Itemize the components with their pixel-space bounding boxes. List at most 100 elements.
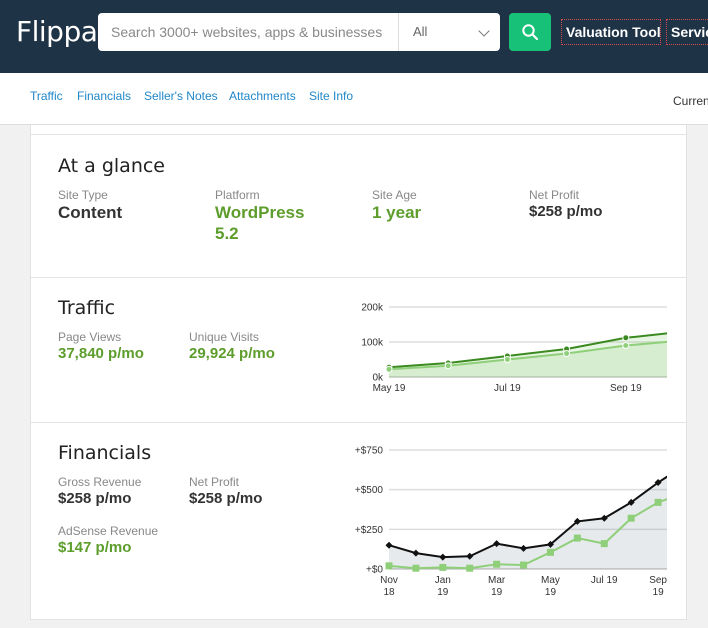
listing-subnav: Traffic Financials Seller's Notes Attach… (0, 73, 708, 125)
page-views-value: 37,840 p/mo (58, 345, 144, 362)
platform-version: 5.2 (215, 224, 239, 243)
y-tick-label: 100k (361, 338, 384, 349)
x-tick-label: 19 (545, 587, 557, 598)
subnav-financials[interactable]: Financials (77, 89, 132, 103)
search-bar: All (98, 13, 500, 51)
data-point (385, 562, 393, 570)
x-tick-label: May 19 (373, 383, 406, 394)
series-line (388, 498, 667, 570)
x-tick-label: May (541, 575, 560, 586)
data-point (600, 540, 608, 548)
site-age-label: Site Age (372, 188, 417, 202)
x-tick-label: Mar (488, 575, 506, 586)
search-icon (522, 24, 539, 41)
data-point (503, 356, 511, 363)
data-point (439, 553, 447, 561)
y-tick-label: 0k (372, 373, 384, 384)
series-area (389, 333, 667, 377)
category-select[interactable]: All (398, 13, 500, 51)
x-tick-label: Jan (435, 575, 451, 586)
x-tick-label: Sep (649, 575, 667, 586)
x-tick-label: 19 (491, 587, 503, 598)
traffic-section: Traffic Page Views 37,840 p/mo Unique Vi… (31, 278, 686, 423)
data-point (466, 552, 474, 560)
data-point (654, 498, 662, 506)
search-input[interactable] (98, 13, 398, 51)
page-views-label: Page Views (58, 330, 122, 344)
y-tick-label: +$750 (355, 446, 384, 457)
subnav-site-info[interactable]: Site Info (309, 89, 354, 103)
data-point (466, 564, 474, 572)
at-a-glance-title: At a glance (58, 155, 165, 177)
nav-valuation-tool[interactable]: Valuation Tool (561, 19, 661, 45)
data-point (439, 563, 447, 571)
flippa-logo[interactable]: Flippa (16, 15, 98, 48)
data-point (444, 362, 452, 370)
adsense-revenue-label: AdSense Revenue (58, 524, 159, 538)
financials-section: Financials Gross Revenue $258 p/mo Net P… (31, 423, 686, 620)
x-tick-label: Sep 19 (610, 383, 642, 394)
x-tick-label: Jul 19 (494, 383, 521, 394)
search-button[interactable] (509, 13, 551, 51)
data-point (520, 544, 528, 552)
traffic-title: Traffic (58, 297, 116, 319)
series-area (389, 476, 667, 569)
data-point (385, 365, 393, 373)
unique-visits-label: Unique Visits (189, 330, 259, 344)
series-line (388, 332, 667, 369)
y-tick-label: +$250 (355, 525, 384, 536)
currency-selector[interactable]: Curren (673, 94, 708, 108)
data-point (520, 561, 528, 569)
data-point (622, 342, 630, 349)
data-point (493, 560, 501, 568)
listing-summary-card: At a glance Site Type Content Platform W… (30, 125, 687, 620)
gross-revenue-value: $258 p/mo (58, 490, 132, 507)
x-tick-label: 19 (653, 587, 665, 598)
x-tick-label: 19 (437, 587, 449, 598)
series-line (388, 475, 667, 559)
subnav-traffic[interactable]: Traffic (30, 89, 63, 103)
data-point (385, 541, 393, 549)
financials-title: Financials (58, 442, 152, 464)
site-type-label: Site Type (58, 188, 108, 202)
data-point (546, 540, 554, 548)
nav-services[interactable]: Servic (666, 19, 708, 45)
series-line (388, 340, 667, 371)
at-a-glance-section: At a glance Site Type Content Platform W… (31, 135, 686, 278)
card-top-divider (31, 125, 686, 135)
subnav-attachments[interactable]: Attachments (229, 89, 296, 103)
net-profit-value: $258 p/mo (529, 203, 603, 220)
traffic-chart: 0k 100k 200k May 19 Jul 19 Sep 19 (361, 303, 667, 394)
site-age-value: 1 year (372, 203, 422, 222)
data-point (600, 514, 608, 522)
series-area (389, 341, 667, 377)
data-point (563, 350, 571, 358)
x-tick-label: Nov (380, 575, 398, 586)
x-tick-label: Jul 19 (591, 575, 618, 586)
data-point (573, 517, 581, 525)
platform-value: WordPress (215, 203, 305, 222)
net-profit-label: Net Profit (529, 188, 580, 202)
site-type-value: Content (58, 203, 123, 222)
y-tick-label: +$0 (366, 565, 383, 576)
chevron-down-icon (478, 25, 490, 37)
fin-net-profit-label: Net Profit (189, 475, 240, 489)
platform-label: Platform (215, 188, 260, 202)
category-select-value: All (413, 24, 428, 39)
y-tick-label: 200k (361, 303, 384, 314)
data-point (493, 540, 501, 548)
data-point (654, 479, 662, 487)
adsense-revenue-value: $147 p/mo (58, 539, 132, 556)
financials-chart: +$0+$250+$500+$750Nov18Jan19Mar19May19Ju… (355, 446, 667, 598)
x-tick-label: 18 (383, 587, 395, 598)
data-point (546, 548, 554, 556)
unique-visits-value: 29,924 p/mo (189, 345, 275, 362)
y-tick-label: +$500 (355, 485, 384, 496)
data-point (622, 334, 630, 342)
data-point (412, 564, 420, 572)
gross-revenue-label: Gross Revenue (58, 475, 142, 489)
subnav-sellers-notes[interactable]: Seller's Notes (144, 89, 218, 103)
top-header: Flippa All Valuation Tool Servic (0, 0, 708, 73)
data-point (627, 514, 635, 522)
data-point (573, 534, 581, 542)
